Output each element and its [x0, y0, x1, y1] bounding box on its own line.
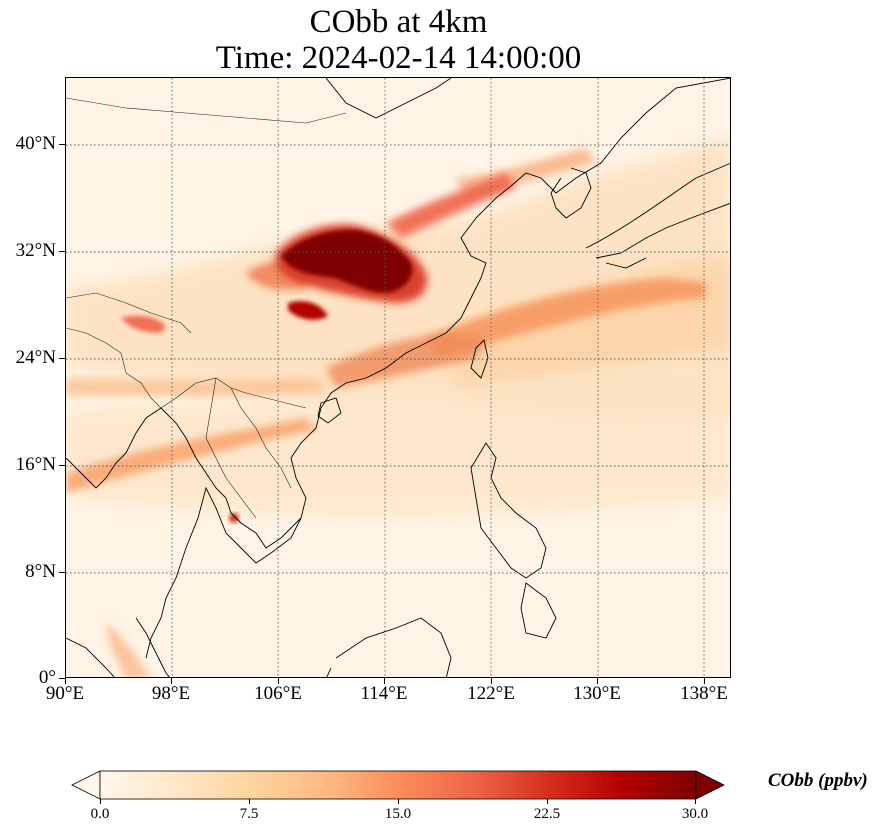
colorbar-tick-label: 15.0 — [384, 806, 412, 822]
field-coast-band — [326, 333, 486, 388]
field-broad-south — [66, 348, 730, 517]
colorbar-tick-label: 7.5 — [239, 806, 259, 822]
coastline-myanmar — [66, 407, 162, 489]
colorbar-label: CObb (ppbv) — [768, 770, 868, 791]
border-indochina — [205, 377, 257, 519]
lon-tick-mark — [384, 678, 385, 684]
borders — [66, 97, 347, 519]
lon-tick-label: 138°E — [680, 683, 728, 704]
coastline-malay — [135, 617, 170, 677]
gridlines — [66, 78, 730, 677]
lat-tick-label: 16°N — [15, 454, 56, 475]
lon-tick-mark — [171, 678, 172, 684]
plot-title: CObb at 4km Time: 2024-02-14 14:00:00 — [66, 4, 731, 76]
lat-tick-label: 40°N — [15, 133, 56, 154]
colorbar-tick-label: 22.5 — [533, 806, 561, 822]
coastline-japan — [585, 162, 730, 269]
colorbar-extend-low — [71, 770, 101, 800]
field-south-streak — [106, 623, 150, 677]
field-north-plume — [386, 173, 516, 238]
field-plume-lobe — [288, 301, 328, 320]
lat-tick-label: 0° — [38, 667, 56, 688]
title-line-2: Time: 2024-02-14 14:00:00 — [215, 40, 582, 76]
colorbar-tick-mark — [398, 799, 399, 804]
field-east-band — [426, 278, 706, 358]
colorbar-tick-mark — [100, 799, 101, 804]
border-india — [66, 327, 162, 409]
coastline-taiwan — [470, 339, 489, 379]
title-line-1: CObb at 4km — [309, 4, 488, 40]
coastline-china — [160, 78, 730, 549]
lon-tick-label: 106°E — [254, 683, 302, 704]
coastline-hainan — [317, 397, 342, 424]
lon-tick-label: 98°E — [151, 683, 191, 704]
lon-tick-mark — [597, 678, 598, 684]
coastline-borneo — [326, 617, 452, 677]
colorbar-svg — [71, 770, 725, 800]
concentration-field — [66, 78, 730, 677]
colorbar-tick-label: 0.0 — [90, 806, 110, 822]
lon-tick-label: 130°E — [573, 683, 621, 704]
colorbar-tick-label: 30.0 — [681, 806, 709, 822]
lat-tick-label: 8°N — [25, 561, 56, 582]
colorbar-tick-mark — [695, 799, 696, 804]
border-himalaya — [66, 292, 192, 334]
coastlines — [66, 78, 730, 677]
map-panel[interactable] — [65, 77, 731, 678]
lat-tick-mark — [59, 678, 65, 679]
colorbar-body — [99, 770, 697, 800]
coastline-indochina — [145, 486, 302, 659]
colorbar-tick-mark — [249, 799, 250, 804]
field-bengal-band — [66, 418, 316, 493]
coastline-philippines — [470, 442, 557, 639]
map-svg — [66, 78, 730, 677]
lon-tick-label: 114°E — [360, 683, 408, 704]
lat-tick-mark — [59, 572, 65, 573]
field-myanmar-hotspot — [121, 315, 166, 333]
lat-tick-mark — [59, 144, 65, 145]
field-cambodia-hotspot — [229, 513, 239, 523]
lon-tick-mark — [278, 678, 279, 684]
border-laos — [230, 387, 292, 489]
colorbar-extend-high — [695, 770, 725, 800]
border-mongolia — [66, 97, 347, 124]
lat-tick-label: 32°N — [15, 240, 56, 261]
lon-tick-mark — [704, 678, 705, 684]
lat-tick-mark — [59, 251, 65, 252]
lon-tick-label: 90°E — [45, 683, 85, 704]
field-bengal-band-2 — [66, 378, 326, 397]
lon-tick-label: 122°E — [467, 683, 515, 704]
lon-tick-mark — [65, 678, 66, 684]
lat-tick-label: 24°N — [15, 347, 56, 368]
colorbar — [70, 770, 726, 800]
coastline-sumatra — [66, 637, 115, 677]
lon-tick-mark — [491, 678, 492, 684]
colorbar-tick-mark — [547, 799, 548, 804]
lat-tick-mark — [59, 465, 65, 466]
coastline-siberia — [325, 78, 452, 119]
field-plume-core — [281, 229, 413, 293]
coastline-korea — [550, 167, 592, 219]
lat-tick-mark — [59, 358, 65, 359]
